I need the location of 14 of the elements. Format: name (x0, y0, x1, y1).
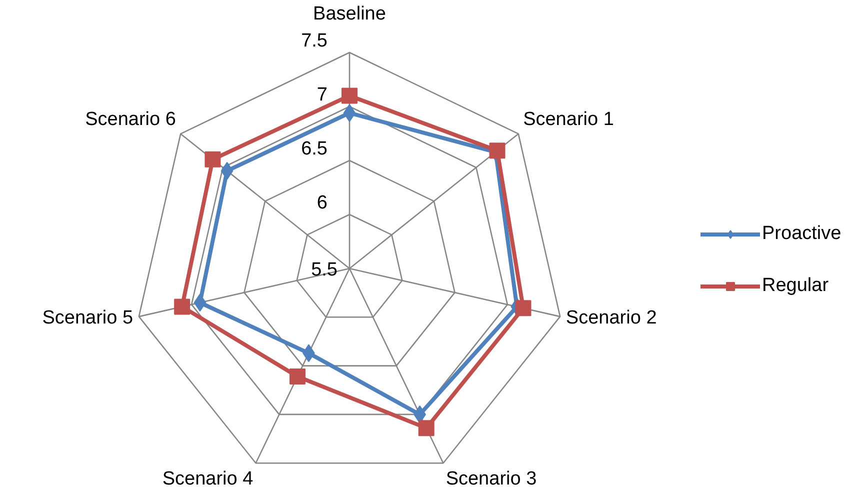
legend-label: Regular (762, 275, 829, 297)
y-tick-label: 6 (316, 192, 328, 214)
spoke-label: Scenario 1 (523, 109, 614, 130)
spoke-label: Scenario 3 (446, 468, 537, 487)
y-tick-label: 7 (316, 84, 328, 106)
y-tick-label: 7.5 (301, 30, 328, 52)
spoke-label: Baseline (313, 4, 386, 24)
spoke-label: Scenario 6 (85, 109, 176, 130)
spoke-label: Scenario 2 (566, 307, 657, 328)
spoke-label: Scenario 5 (42, 307, 134, 328)
y-tick-label: 6.5 (301, 138, 328, 160)
y-tick-label: 5.5 (311, 260, 338, 280)
legend-label: Proactive (762, 223, 842, 245)
spoke-label: Scenario 4 (162, 468, 254, 487)
